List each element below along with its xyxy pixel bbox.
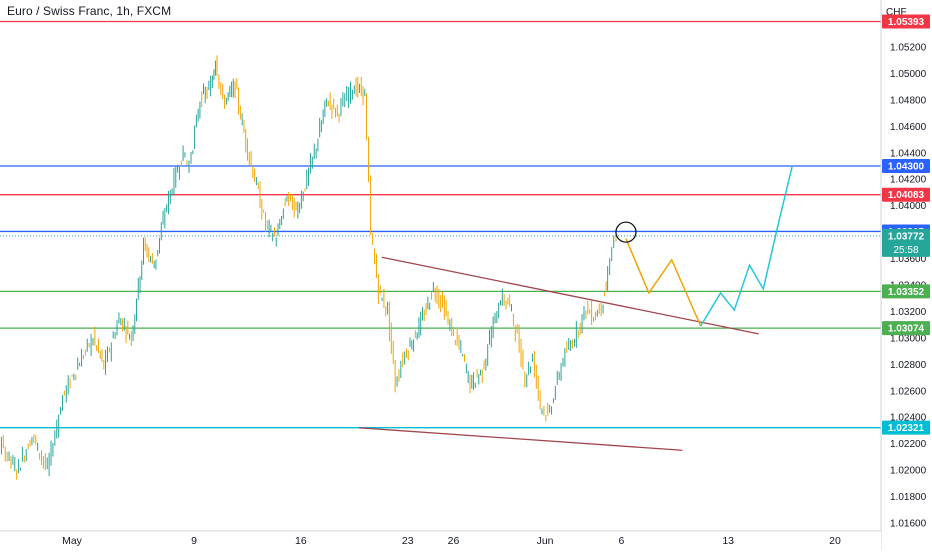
time-axis-background: [0, 531, 881, 550]
x-tick-label: 13: [722, 535, 734, 547]
breakout-marker: [615, 221, 637, 243]
y-tick-label: 1.04000: [890, 201, 927, 212]
price-tag-label: 1.02321: [888, 423, 925, 434]
y-tick-label: 1.03600: [890, 254, 927, 265]
x-tick-label: Jun: [537, 535, 554, 547]
y-tick-label: 1.02400: [890, 413, 927, 424]
price-tag-background: [882, 14, 930, 29]
y-tick-label: 1.02000: [890, 466, 927, 477]
y-tick-label: 1.02200: [890, 439, 927, 450]
x-tick-label: May: [62, 535, 83, 547]
x-tick-label: 26: [448, 535, 460, 547]
price-tag-label: 1.03772: [888, 231, 925, 242]
y-tick-label: 1.01600: [890, 519, 927, 530]
y-tick-label: 1.02600: [890, 386, 927, 397]
y-tick-label: 1.04400: [890, 148, 927, 159]
x-tick-label: 9: [191, 535, 197, 547]
price-axis-background: [881, 0, 932, 550]
trendline-1: [381, 256, 759, 335]
trendlines: [358, 256, 759, 451]
price-tag-label: 1.03074: [888, 324, 925, 335]
y-tick-label: 1.03200: [890, 307, 927, 318]
price-tag-background: [882, 228, 930, 257]
x-tick-label: 23: [402, 535, 414, 547]
y-tick-label: 1.03000: [890, 333, 927, 344]
price-tag-label: 1.05393: [888, 17, 925, 28]
projection-path-2: [700, 165, 794, 327]
price-tag-background: [882, 187, 930, 202]
price-tag-background: [882, 420, 930, 435]
countdown-label: 25:58: [893, 245, 918, 256]
price-axis[interactable]: CHF 1.05200 1.05000 1.04800 1.04600 1.04400 1…: [880, 0, 932, 550]
currency-label: CHF: [886, 7, 907, 18]
y-tick-label: 1.01800: [890, 492, 927, 503]
projection-path-1: [625, 238, 702, 327]
price-tags: 1.053931.043001.040831.038051.033521.030…: [882, 14, 930, 435]
y-tick-label: 1.04600: [890, 122, 927, 133]
x-tick-label: 20: [829, 535, 841, 547]
y-tick-label: 1.05000: [890, 69, 927, 80]
price-tag-label: 1.04300: [888, 162, 925, 173]
projection-paths: [625, 165, 794, 327]
y-tick-label: 1.04200: [890, 175, 927, 186]
price-tag-label: 1.04083: [888, 190, 925, 201]
symbol-legend[interactable]: Euro / Swiss Franc, 1h, FXCM: [7, 4, 172, 18]
x-tick-label: 16: [295, 535, 307, 547]
y-tick-label: 1.04800: [890, 95, 927, 106]
time-axis[interactable]: May 9 16 23 26 Jun 6 13 20: [0, 530, 881, 550]
y-tick-label: 1.05200: [890, 43, 927, 54]
horizontal-levels: [0, 20, 881, 429]
x-tick-label: 6: [618, 535, 624, 547]
price-tag-background: [882, 284, 930, 299]
breakout-circle-marker: [615, 221, 637, 243]
price-tag-label: 1.03352: [888, 287, 925, 298]
price-tag-background: [882, 321, 930, 336]
price-series: [0, 55, 617, 480]
price-tag-background: [882, 159, 930, 173]
trendline-2: [358, 427, 683, 451]
y-tick-label: 1.02800: [890, 360, 927, 371]
